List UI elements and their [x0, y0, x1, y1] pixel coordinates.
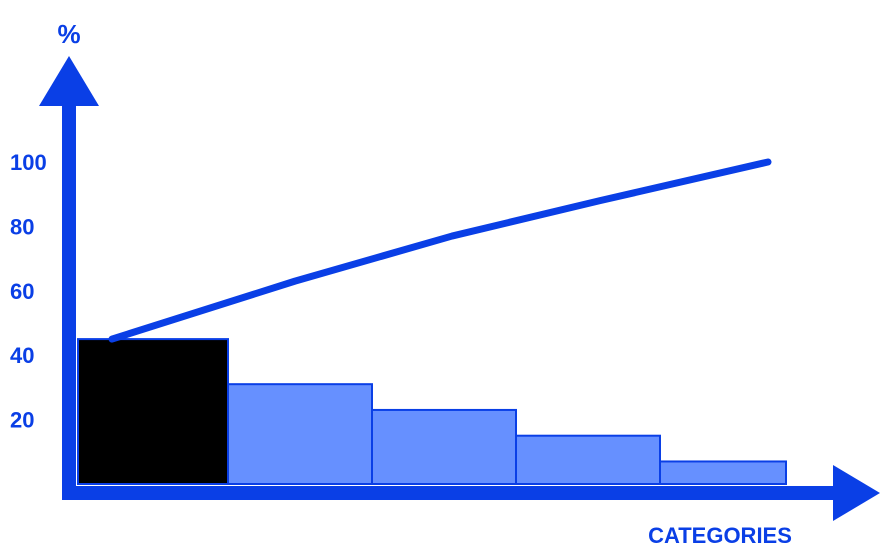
bars: [77, 338, 787, 486]
y-tick-label-20: 20: [10, 408, 34, 433]
x-axis-label: CATEGORIES: [648, 523, 792, 548]
x-axis: [62, 465, 880, 521]
x-axis-arrowhead: [833, 465, 880, 521]
bar-2: [227, 383, 373, 485]
bar-1: [77, 338, 229, 485]
y-axis-line: [62, 100, 76, 500]
y-tick-label-40: 40: [10, 343, 34, 368]
y-axis-arrowhead: [39, 56, 99, 106]
y-tick-label-100: 100: [10, 150, 47, 175]
y-axis: [39, 56, 99, 500]
x-axis-line: [62, 486, 842, 500]
bar-4: [515, 434, 661, 486]
y-axis-label: %: [57, 19, 80, 49]
bar-5: [659, 460, 787, 485]
y-tick-label-60: 60: [10, 279, 34, 304]
y-tick-labels: 20 40 60 80 100: [10, 150, 47, 433]
bar-3: [371, 408, 517, 485]
y-tick-label-80: 80: [10, 214, 34, 239]
cumulative-line: [108, 158, 772, 343]
